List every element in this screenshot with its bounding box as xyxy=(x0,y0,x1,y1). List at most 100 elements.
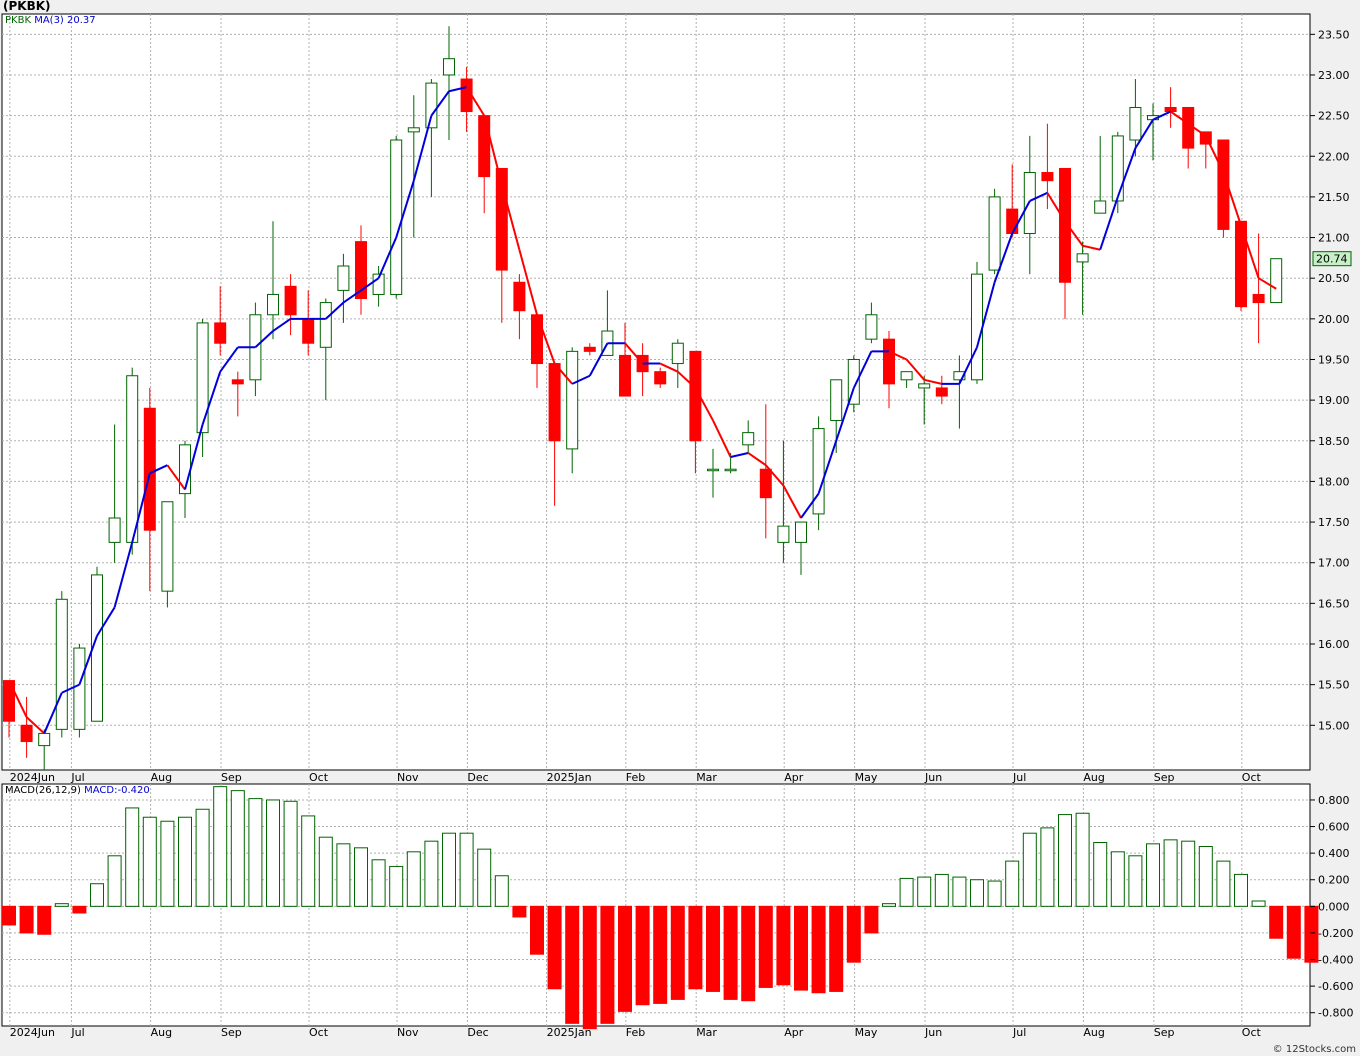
macd-bar xyxy=(72,905,87,914)
macd-bar xyxy=(54,903,69,907)
ma-segment xyxy=(659,362,679,373)
macd-bar xyxy=(635,905,650,1006)
candle-body xyxy=(1076,253,1089,263)
candle-body xyxy=(865,314,878,340)
candle-body xyxy=(707,468,719,472)
price-x-label: Mar xyxy=(696,771,717,784)
candle-body xyxy=(38,732,51,747)
candle-body xyxy=(126,375,139,543)
legend-macd-params: MACD(26,12,9) xyxy=(5,785,81,796)
ma-segment xyxy=(1116,147,1137,198)
macd-bar xyxy=(160,820,175,907)
ma-segment xyxy=(553,362,573,385)
candle-body xyxy=(759,468,772,499)
macd-bar xyxy=(882,903,896,907)
ma-segment xyxy=(765,464,785,487)
ma-segment xyxy=(483,115,503,185)
macd-x-label: Sep xyxy=(1154,1026,1175,1039)
candle-body xyxy=(390,139,403,295)
macd-bar xyxy=(213,786,228,907)
ma-segment xyxy=(1029,191,1048,202)
candle-body xyxy=(918,383,931,389)
ma-segment xyxy=(1258,277,1277,290)
macd-tick-label: -0.800 xyxy=(1318,1007,1353,1020)
macd-bar xyxy=(547,905,562,990)
macd-bar xyxy=(741,905,756,1002)
macd-x-label: 2024Jun xyxy=(10,1026,55,1039)
price-x-label: Sep xyxy=(221,771,242,784)
macd-bar xyxy=(829,905,844,992)
ma-segment xyxy=(96,606,116,637)
macd-x-label: May xyxy=(855,1026,878,1039)
candle-body xyxy=(883,338,895,385)
ma-segment xyxy=(465,86,486,117)
ma-segment xyxy=(43,692,63,734)
price-tag-text: 20.74 xyxy=(1316,253,1348,266)
candle-body xyxy=(971,273,983,381)
legend-ma-value: 20.37 xyxy=(67,15,96,26)
candle-body xyxy=(548,363,561,442)
candlesticks xyxy=(3,26,1283,770)
candle-body xyxy=(953,371,966,381)
price-x-label: Oct xyxy=(309,771,329,784)
ma-segment xyxy=(888,350,908,361)
price-x-label: 2025Jan xyxy=(547,771,592,784)
macd-bar xyxy=(125,807,140,907)
macd-bar xyxy=(917,876,932,907)
macd-bar xyxy=(512,905,527,918)
macd-bar xyxy=(283,800,298,907)
price-tick-label: 19.50 xyxy=(1318,353,1350,366)
candle-body xyxy=(267,293,279,316)
macd-bar xyxy=(846,905,861,963)
ma-segment xyxy=(1011,200,1031,234)
macd-x-label: Jun xyxy=(924,1026,942,1039)
ma-segment xyxy=(113,542,134,608)
candle-body xyxy=(900,371,913,381)
ma-segment xyxy=(993,233,1014,283)
candle-body xyxy=(73,647,86,730)
ma-segment xyxy=(360,277,380,292)
ma-segment xyxy=(430,90,450,117)
macd-bar xyxy=(2,905,16,926)
macd-bar xyxy=(406,851,421,907)
macd-bar xyxy=(107,855,122,907)
candle-body xyxy=(495,167,508,271)
macd-bar xyxy=(1005,860,1020,907)
macd-bar xyxy=(195,808,210,907)
ma-segment xyxy=(8,680,28,718)
candle-body xyxy=(1059,167,1071,283)
ma-segment xyxy=(1082,244,1101,251)
macd-bar xyxy=(19,905,34,934)
macd-x-label: Feb xyxy=(626,1026,645,1039)
candle-body xyxy=(847,358,860,405)
macd-bar xyxy=(318,836,333,907)
ma-segment xyxy=(536,314,556,364)
price-tick-label: 17.50 xyxy=(1318,516,1350,529)
candle-body xyxy=(302,318,315,344)
candle-body xyxy=(724,468,737,472)
candle-body xyxy=(319,302,332,348)
macd-bar xyxy=(459,832,474,907)
macd-bar xyxy=(336,843,351,907)
macd-bar xyxy=(1128,855,1143,907)
candle-body xyxy=(161,501,174,592)
price-x-label: Aug xyxy=(1083,771,1104,784)
candle-body xyxy=(1235,220,1247,308)
candle-body xyxy=(671,342,684,365)
last-price-tag: 20.74 xyxy=(1312,251,1352,267)
ma-segment xyxy=(976,281,996,348)
ma-segment xyxy=(817,440,838,494)
price-tick-label: 19.00 xyxy=(1318,394,1350,407)
price-tick-label: 23.50 xyxy=(1318,28,1350,41)
price-x-axis: 2024Jun Jul Aug Sep Oct Nov Dec 2025Jan Feb Mar Ap… xyxy=(10,771,1262,784)
candle-body xyxy=(795,521,807,543)
ma-segment xyxy=(25,716,45,735)
macd-bar xyxy=(530,905,544,955)
macd-x-label: Jul xyxy=(70,1026,84,1039)
macd-bar xyxy=(1146,843,1160,907)
candle-body xyxy=(583,346,596,352)
ma-segment xyxy=(166,464,186,491)
price-x-label: Aug xyxy=(151,771,172,784)
macd-bar xyxy=(354,847,368,907)
macd-y-axis: -0.800 -0.600 -0.400 -0.200 0.000 0.200 0.400 0… xyxy=(1310,794,1353,1020)
